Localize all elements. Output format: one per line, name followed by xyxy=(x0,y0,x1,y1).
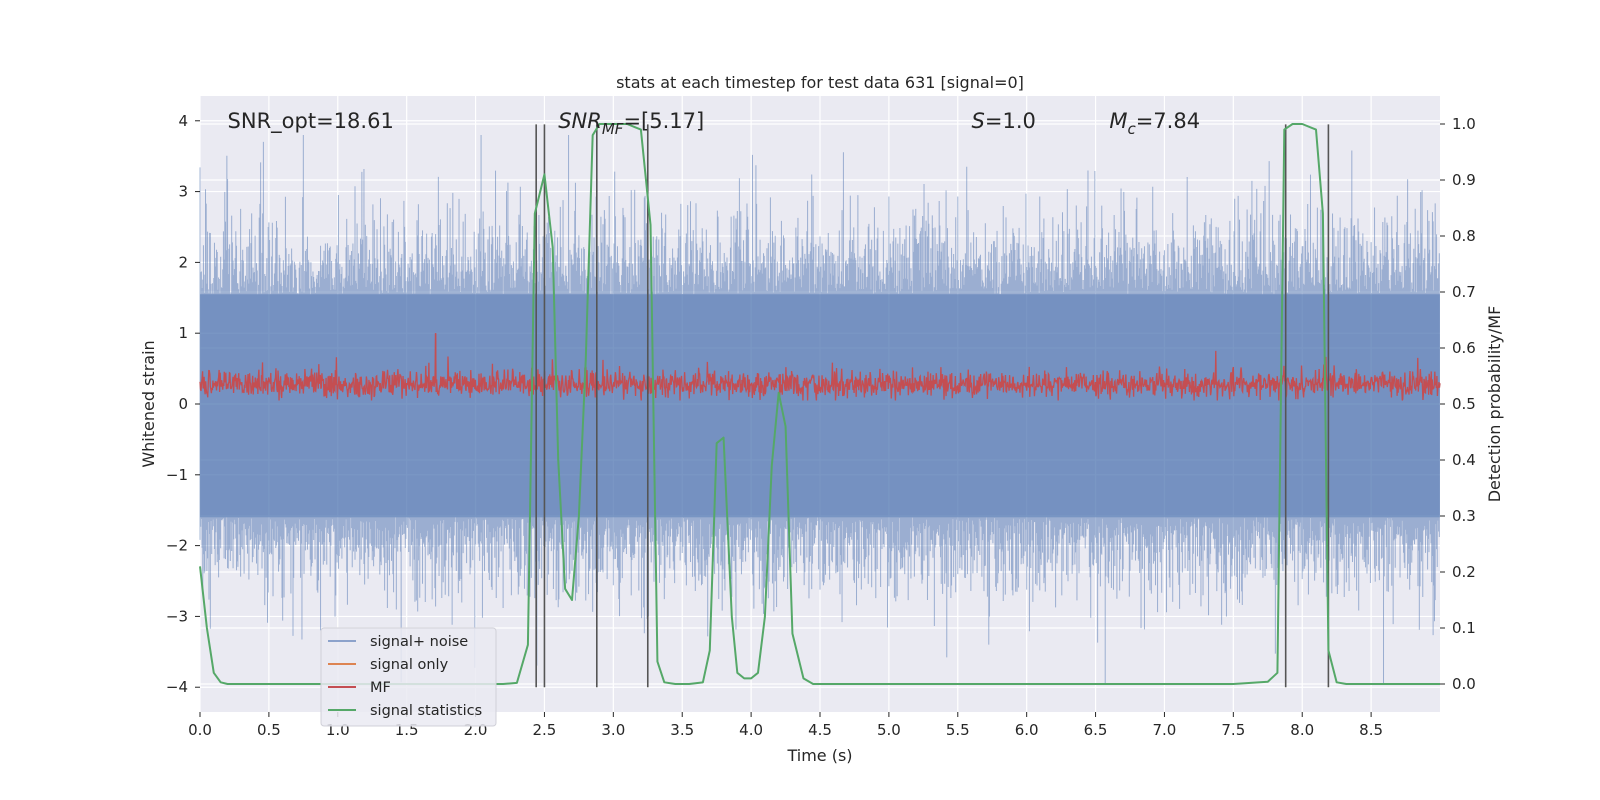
x-tick-label-7: 3.5 xyxy=(670,721,694,739)
x-tick-label-1: 0.5 xyxy=(257,721,281,739)
legend-box xyxy=(320,627,497,727)
annotation-2: S=1.0 xyxy=(972,109,1036,133)
noise-trace xyxy=(199,134,1440,686)
annotation-1: SNRMF=[5.17] xyxy=(558,109,704,138)
y-right-tick-label-6: 0.6 xyxy=(1452,339,1476,357)
y-tick-label-6: 2 xyxy=(178,253,188,271)
y-tick-label-1: −3 xyxy=(166,607,188,625)
series-signal-noise xyxy=(199,134,1440,686)
x-tick-label-5: 2.5 xyxy=(533,721,557,739)
annotation-0: SNR_opt=18.61 xyxy=(228,109,394,134)
tick-labels: 0.0 0.5 1.0 1.5 2.0 2.5 3.0 3.5 4.0 4.5 5.0 5.5 6.0 6… xyxy=(166,112,1476,739)
annotations: SNR_opt=18.61 SNRMF=[5.17] S=1.0 Mc=7.84 xyxy=(228,109,1201,138)
x-tick-label-14: 7.0 xyxy=(1153,721,1177,739)
y-right-tick-label-9: 0.9 xyxy=(1452,171,1476,189)
y-right-tick-label-0: 0.0 xyxy=(1452,675,1476,693)
legend-label-signal-only: signal only xyxy=(370,657,449,673)
y-tick-label-8: 4 xyxy=(178,112,188,130)
x-tick-label-10: 5.0 xyxy=(877,721,901,739)
annotation-3: Mc=7.84 xyxy=(1109,109,1200,138)
y-tick-label-0: −4 xyxy=(166,678,188,696)
x-tick-label-15: 7.5 xyxy=(1221,721,1245,739)
chart-title: stats at each timestep for test data 631… xyxy=(616,73,1024,92)
x-tick-label-9: 4.5 xyxy=(808,721,832,739)
y-right-tick-label-7: 0.7 xyxy=(1452,283,1476,301)
y-right-tick-label-3: 0.3 xyxy=(1452,507,1476,525)
x-tick-label-12: 6.0 xyxy=(1015,721,1039,739)
y-tick-label-4: 0 xyxy=(178,395,188,413)
x-tick-label-11: 5.5 xyxy=(946,721,970,739)
y-tick-label-3: −1 xyxy=(166,466,188,484)
x-tick-label-13: 6.5 xyxy=(1084,721,1108,739)
y-tick-label-2: −2 xyxy=(166,537,188,555)
x-tick-label-0: 0.0 xyxy=(188,721,212,739)
y-tick-label-5: 1 xyxy=(178,324,188,342)
series-mf xyxy=(199,333,1441,401)
vertical-markers xyxy=(535,124,1330,688)
y-right-tick-label-5: 0.5 xyxy=(1452,395,1476,413)
x-tick-label-17: 8.5 xyxy=(1359,721,1383,739)
y-right-tick-label-2: 0.2 xyxy=(1452,563,1476,581)
legend-label-signal-statistics: signal statistics xyxy=(370,703,482,719)
y-right-tick-label-1: 0.1 xyxy=(1452,619,1476,637)
x-axis-label: Time (s) xyxy=(786,746,852,765)
legend-label-mf: MF xyxy=(370,680,391,696)
y-axis-right-label: Detection probability/MF xyxy=(1485,306,1504,503)
y-axis-label: Whitened strain xyxy=(139,340,158,467)
y-right-tick-label-4: 0.4 xyxy=(1452,451,1476,469)
mf-trace xyxy=(199,333,1441,401)
y-right-tick-label-10: 1.0 xyxy=(1452,115,1476,133)
y-right-tick-label-8: 0.8 xyxy=(1452,227,1476,245)
y-tick-label-7: 3 xyxy=(178,183,188,201)
legend: signal+ noise signal only MF signal stat… xyxy=(320,627,497,727)
x-tick-label-16: 8.0 xyxy=(1290,721,1314,739)
x-tick-label-8: 4.0 xyxy=(739,721,763,739)
legend-label-signal-noise: signal+ noise xyxy=(370,634,468,650)
x-tick-label-6: 3.0 xyxy=(601,721,625,739)
